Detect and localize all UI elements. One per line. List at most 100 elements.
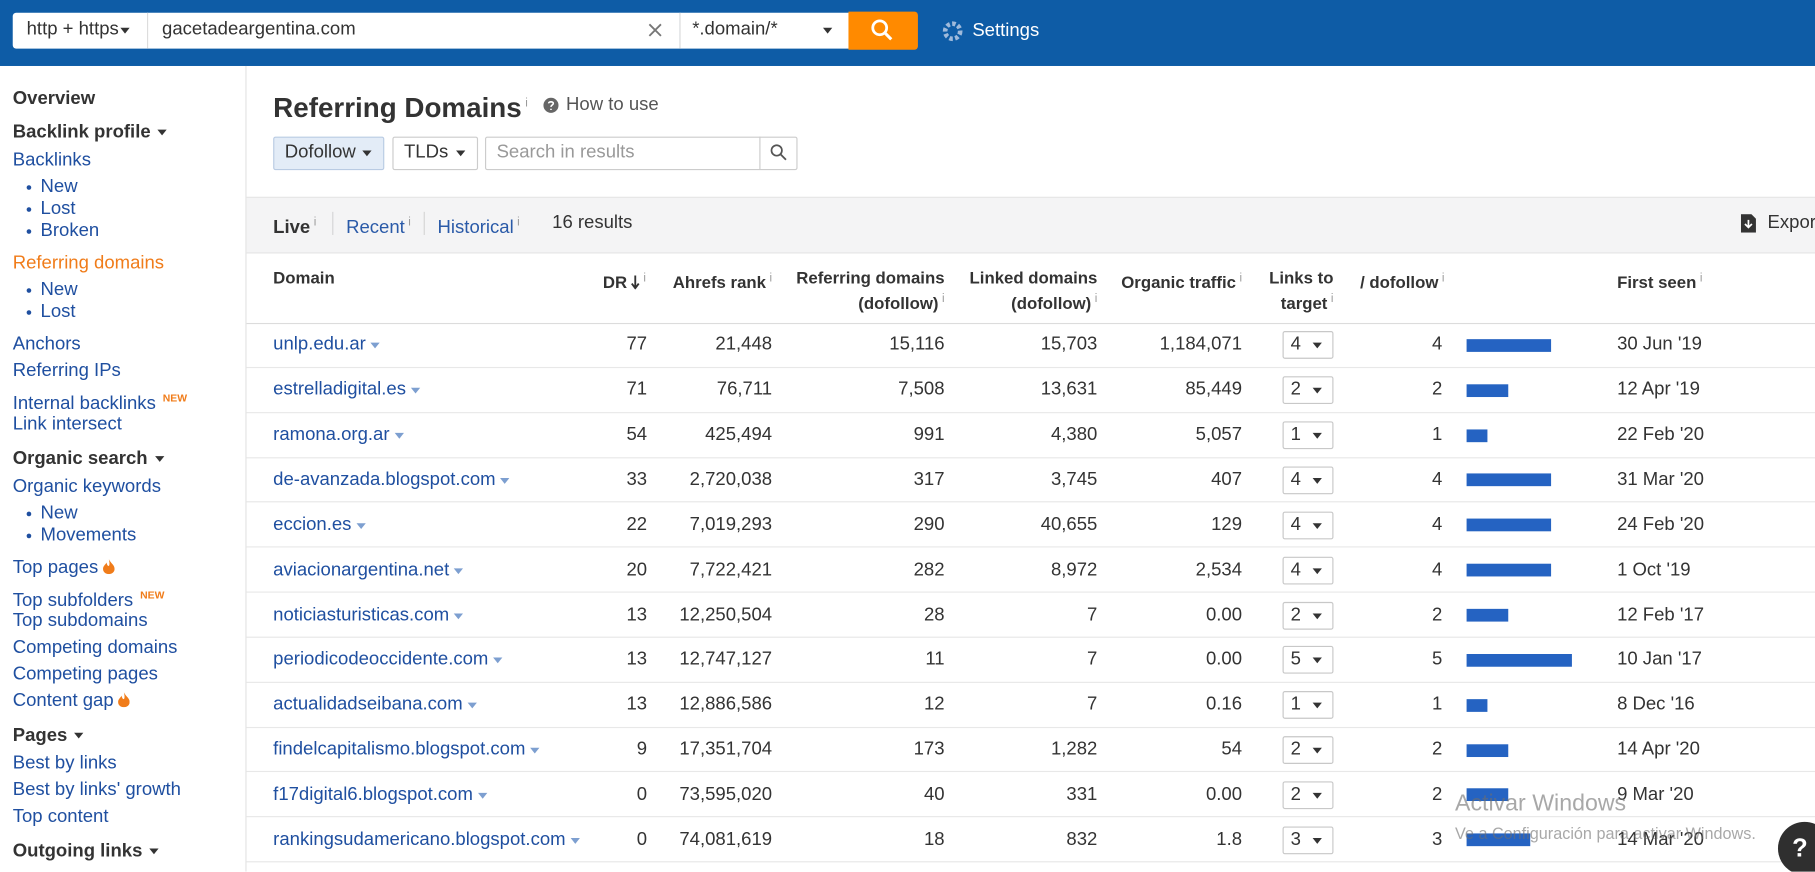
how-to-use[interactable]: How to use (566, 94, 659, 115)
column-header[interactable]: Linked domains (dofollow) i (970, 269, 1098, 315)
organic-traffic: 0.00 (1205, 604, 1243, 625)
sidebar-section[interactable]: Organic search (13, 447, 165, 472)
ahrefs-rank: 425,494 (705, 424, 773, 445)
linked-domains: 8,972 (1050, 559, 1098, 580)
column-header[interactable]: Links to target i (1269, 269, 1333, 315)
sidebar-link[interactable]: Referring IPs (13, 359, 121, 384)
dofollow: 4 (1431, 335, 1443, 355)
sidebar-link[interactable]: Internal backlinks NEW (13, 385, 187, 413)
sidebar-link[interactable]: Content gap (13, 689, 130, 714)
link-label: Top content (12, 806, 109, 827)
links-select[interactable] (1282, 736, 1334, 765)
links-select[interactable] (1282, 556, 1334, 585)
domain-cell[interactable]: de-avanzada.blogspot.com (273, 468, 510, 493)
column-header[interactable]: DR i (603, 269, 646, 294)
sidebar-link[interactable]: Top content (13, 804, 109, 829)
sidebar-sublink[interactable]: New (40, 280, 78, 300)
column-header[interactable]: Referring domains (dofollow) i (796, 269, 944, 315)
sidebar-sublink[interactable]: Broken (40, 221, 100, 241)
links-select[interactable] (1282, 826, 1334, 854)
tab[interactable]: Historical i (437, 211, 520, 238)
mode-select[interactable] (679, 12, 850, 49)
settings-link[interactable]: Settings (972, 20, 1040, 41)
sidebar-link[interactable]: Anchors (13, 332, 81, 357)
links-select[interactable] (1282, 421, 1334, 450)
domain-cell[interactable]: rankingsudamericano.blogspot.com (273, 827, 580, 852)
ahrefs-rank: 7,722,421 (689, 559, 773, 580)
sidebar-link[interactable]: Link intersect (13, 412, 122, 437)
target-input[interactable] (147, 12, 680, 49)
sidebar-link[interactable]: Backlinks (13, 148, 91, 173)
sidebar-sublink[interactable]: Lost (40, 199, 76, 219)
export-button[interactable]: Export (1767, 212, 1815, 233)
column-header[interactable]: First seen i (1617, 269, 1702, 294)
links-caret (1312, 388, 1322, 394)
domain-cell[interactable]: noticiasturisticas.com (273, 603, 464, 628)
domain-cell[interactable]: ramona.org.ar (273, 423, 404, 448)
sidebar-link[interactable]: Competing domains (13, 635, 178, 660)
sidebar-link[interactable]: Organic keywords (13, 475, 161, 500)
links-select[interactable] (1282, 691, 1334, 720)
column-header[interactable]: Ahrefs rank i (673, 269, 772, 294)
link-label: Anchors (12, 334, 81, 355)
first-seen: 14 Apr '20 (1617, 739, 1700, 760)
sidebar-link[interactable]: Top subdomains (13, 609, 148, 634)
domain-link: findelcapitalismo.blogspot.com (273, 739, 526, 760)
domain-cell[interactable]: aviacionargentina.net (273, 558, 464, 583)
tab-label: Historical (437, 217, 514, 238)
sidebar-sublink[interactable]: New (40, 177, 78, 197)
help-button[interactable]: ? (1777, 821, 1815, 872)
sidebar-sublink[interactable]: Movements (40, 525, 137, 546)
caret (453, 612, 464, 619)
dofollow: 4 (1431, 559, 1443, 580)
sidebar-border (245, 65, 247, 872)
links-select[interactable] (1282, 646, 1334, 675)
links-select[interactable] (1282, 376, 1334, 405)
tab[interactable]: Recent i (346, 211, 411, 237)
sidebar-section[interactable]: Outgoing links (13, 839, 160, 864)
sidebar-link[interactable]: Top subfolders NEW (13, 582, 165, 610)
sidebar-link[interactable]: Referring domains (13, 251, 164, 276)
column-header[interactable]: / dofollow i (1360, 269, 1444, 294)
domain-cell[interactable]: eccion.es (273, 513, 366, 538)
caret (1312, 702, 1322, 709)
link-label: Competing pages (12, 664, 158, 685)
sidebar-section[interactable]: Backlink profile (13, 120, 168, 145)
results-search[interactable] (485, 136, 798, 171)
links-select[interactable] (1282, 331, 1334, 360)
sidebar-section[interactable]: Pages (13, 723, 85, 748)
sidebar-link[interactable]: Best by links (13, 751, 117, 776)
domain-cell[interactable]: actualidadseibana.com (273, 692, 478, 717)
domain-cell[interactable]: findelcapitalismo.blogspot.com (273, 737, 540, 762)
domain-cell[interactable]: f17digital6.blogspot.com (273, 782, 488, 807)
caret (149, 848, 159, 855)
domain-cell[interactable]: unlp.edu.ar (273, 333, 381, 358)
links-select[interactable] (1282, 511, 1334, 540)
sidebar-sublink[interactable]: Lost (40, 302, 76, 322)
sidebar-link[interactable]: Competing pages (13, 662, 158, 687)
links-select[interactable] (1282, 781, 1334, 810)
domain-cell[interactable]: periodicodeoccidente.com (273, 647, 503, 672)
links-select[interactable] (1282, 466, 1334, 495)
clear-icon (648, 23, 662, 37)
column-header[interactable]: Organic traffic i (1121, 269, 1242, 294)
sidebar-link[interactable]: Top pages (13, 556, 115, 581)
dofollow: 2 (1431, 604, 1443, 625)
sidebar-link[interactable]: Best by links' growth (13, 778, 181, 803)
sidebar-section[interactable]: Overview (13, 87, 95, 112)
links-caret (1312, 612, 1322, 619)
tlds-filter[interactable] (392, 136, 479, 171)
links-select[interactable] (1282, 601, 1334, 630)
dofollow-bar (1466, 653, 1572, 667)
search-button[interactable] (848, 11, 918, 50)
domain-caret (394, 433, 404, 439)
domain-cell[interactable]: estrelladigital.es (273, 378, 421, 403)
table-row (246, 683, 1815, 728)
domain-link: periodicodeoccidente.com (273, 649, 489, 670)
sidebar-sublink[interactable]: New (40, 503, 78, 524)
tab[interactable]: Live i (273, 211, 316, 237)
table-row (246, 458, 1815, 503)
column-header[interactable]: Domain (273, 269, 335, 290)
dr: 9 (636, 739, 648, 760)
links-caret (1312, 522, 1322, 529)
